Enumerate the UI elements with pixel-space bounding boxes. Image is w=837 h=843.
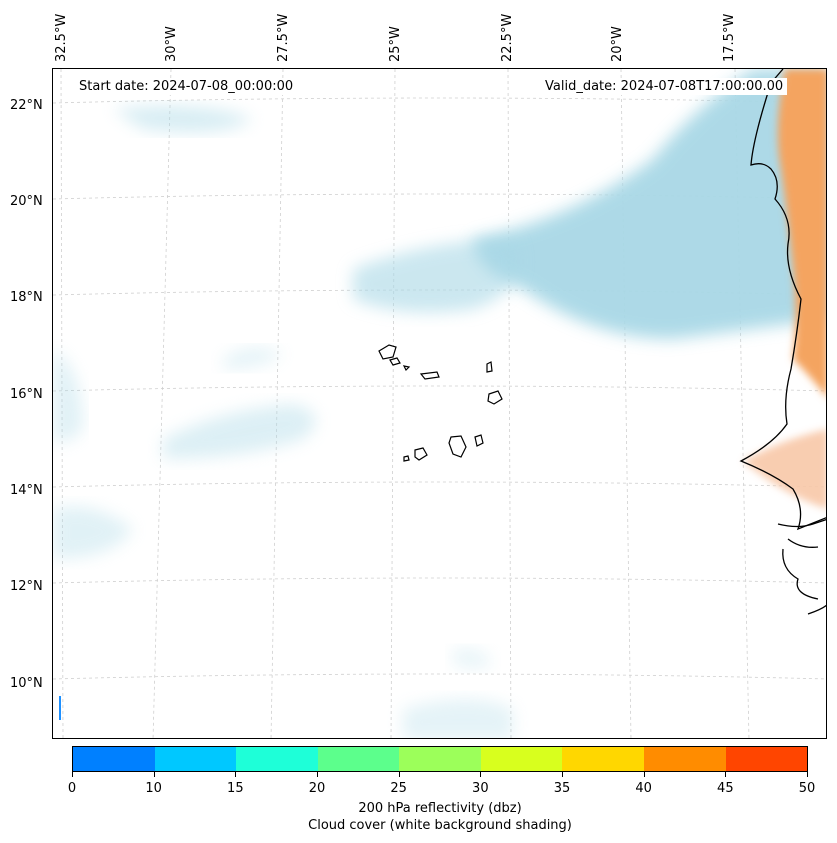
colorbar-segment bbox=[73, 747, 155, 771]
colorbar-tick bbox=[562, 772, 563, 777]
coastline bbox=[739, 69, 826, 615]
graticule bbox=[53, 69, 826, 738]
cloud-cover-shading bbox=[53, 69, 826, 738]
colorbar-tick-label: 15 bbox=[227, 781, 244, 796]
longitude-label: 30°W bbox=[164, 26, 179, 62]
cape-verde-islands bbox=[378, 344, 503, 462]
colorbar bbox=[72, 746, 808, 772]
valid-date-label: Valid_date: 2024-07-08T17:00:00.00 bbox=[541, 78, 788, 95]
colorbar-tick bbox=[153, 772, 155, 777]
colorbar-segment bbox=[399, 747, 481, 771]
colorbar-title: 200 hPa reflectivity (dbz) bbox=[358, 801, 522, 816]
start-date-label: Start date: 2024-07-08_00:00:00 bbox=[75, 78, 298, 95]
longitude-label: 17.5°W bbox=[722, 13, 737, 62]
colorbar-subtitle: Cloud cover (white background shading) bbox=[308, 818, 572, 833]
reflectivity-blip bbox=[59, 696, 61, 720]
latitude-label: 20°N bbox=[10, 194, 43, 209]
colorbar-tick-label: 30 bbox=[472, 781, 489, 796]
longitude-label: 22.5°W bbox=[500, 13, 515, 62]
map-panel bbox=[52, 68, 827, 739]
colorbar-tick-label: 35 bbox=[553, 781, 571, 796]
colorbar-tick bbox=[725, 772, 727, 777]
colorbar-tick bbox=[72, 772, 73, 777]
colorbar-segment bbox=[480, 747, 563, 771]
longitude-label: 20°W bbox=[610, 26, 625, 62]
colorbar-tick-label: 25 bbox=[390, 781, 407, 796]
colorbar-tick bbox=[807, 772, 808, 777]
latitude-label: 10°N bbox=[10, 676, 43, 691]
land-shading bbox=[743, 69, 826, 509]
colorbar-tick-label: 20 bbox=[308, 781, 326, 796]
colorbar-segment bbox=[154, 747, 237, 771]
latitude-label: 12°N bbox=[10, 579, 43, 594]
colorbar-tick bbox=[317, 772, 318, 777]
colorbar-tick bbox=[398, 772, 400, 777]
latitude-label: 22°N bbox=[10, 98, 43, 113]
latitude-label: 16°N bbox=[10, 387, 43, 402]
colorbar-tick-label: 45 bbox=[717, 781, 734, 796]
colorbar-segment bbox=[643, 747, 726, 771]
longitude-label: 27.5°W bbox=[276, 13, 291, 62]
longitude-label: 32.5°W bbox=[54, 13, 69, 62]
colorbar-segment bbox=[317, 747, 400, 771]
colorbar-tick-label: 50 bbox=[798, 781, 816, 796]
colorbar-segment bbox=[236, 747, 318, 771]
colorbar-tick bbox=[643, 772, 645, 777]
colorbar-tick bbox=[235, 772, 237, 777]
colorbar-tick-label: 40 bbox=[635, 781, 652, 796]
map-canvas bbox=[53, 69, 826, 738]
colorbar-tick bbox=[480, 772, 482, 777]
latitude-label: 18°N bbox=[10, 290, 43, 305]
colorbar-segment bbox=[725, 747, 808, 771]
colorbar-tick-label: 0 bbox=[67, 781, 77, 796]
latitude-label: 14°N bbox=[10, 483, 43, 498]
colorbar-tick-label: 10 bbox=[145, 781, 162, 796]
colorbar-segment bbox=[562, 747, 644, 771]
longitude-label: 25°W bbox=[388, 26, 403, 62]
